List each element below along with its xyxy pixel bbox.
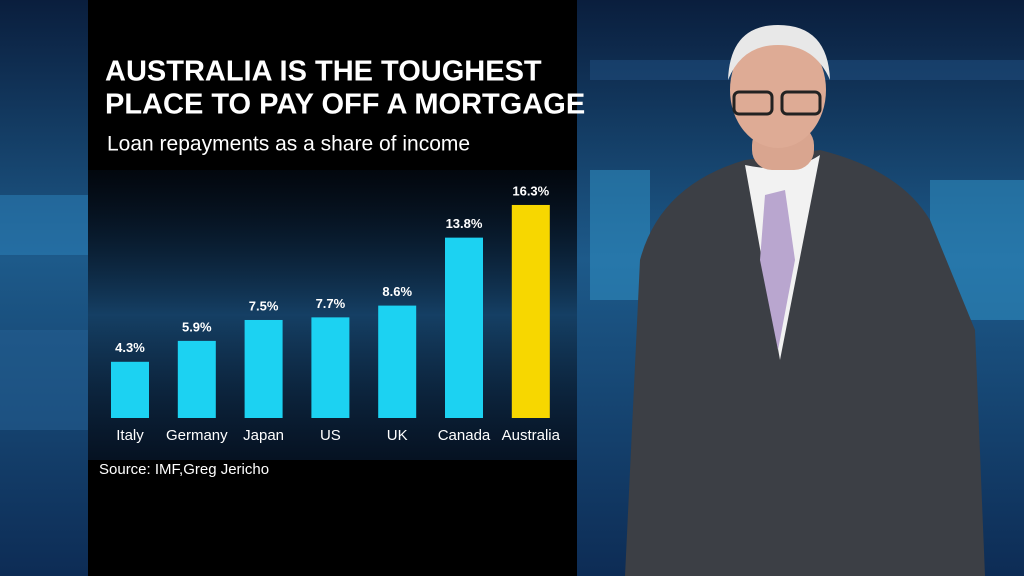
bar [244, 319, 283, 418]
title-line: PLACE TO PAY OFF A MORTGAGE [105, 89, 585, 121]
value-label: 13.8% [446, 216, 483, 231]
bar [445, 237, 483, 418]
value-label: 5.9% [182, 319, 212, 334]
value-label: 7.7% [316, 296, 346, 311]
value-label: 7.5% [249, 298, 279, 313]
x-tick-label: Australia [502, 427, 561, 444]
subtitle: Loan repayments as a share of income [107, 133, 470, 156]
x-tick-label: Germany [166, 427, 228, 444]
source: Source: IMF,Greg Jericho [99, 461, 269, 478]
x-tick-label: Italy [116, 427, 144, 444]
value-label: 16.3% [512, 183, 549, 198]
bar [311, 317, 350, 418]
x-tick-label: UK [387, 427, 408, 444]
bar [511, 204, 550, 418]
bar [177, 340, 216, 418]
title-line: AUSTRALIA IS THE TOUGHEST [105, 56, 542, 88]
value-label: 8.6% [382, 284, 412, 299]
bar [111, 361, 149, 418]
x-tick-label: US [320, 427, 341, 444]
value-label: 4.3% [115, 340, 145, 355]
x-tick-label: Japan [243, 427, 284, 444]
bar [378, 305, 417, 418]
presenter [625, 25, 985, 576]
x-tick-label: Canada [438, 427, 491, 444]
